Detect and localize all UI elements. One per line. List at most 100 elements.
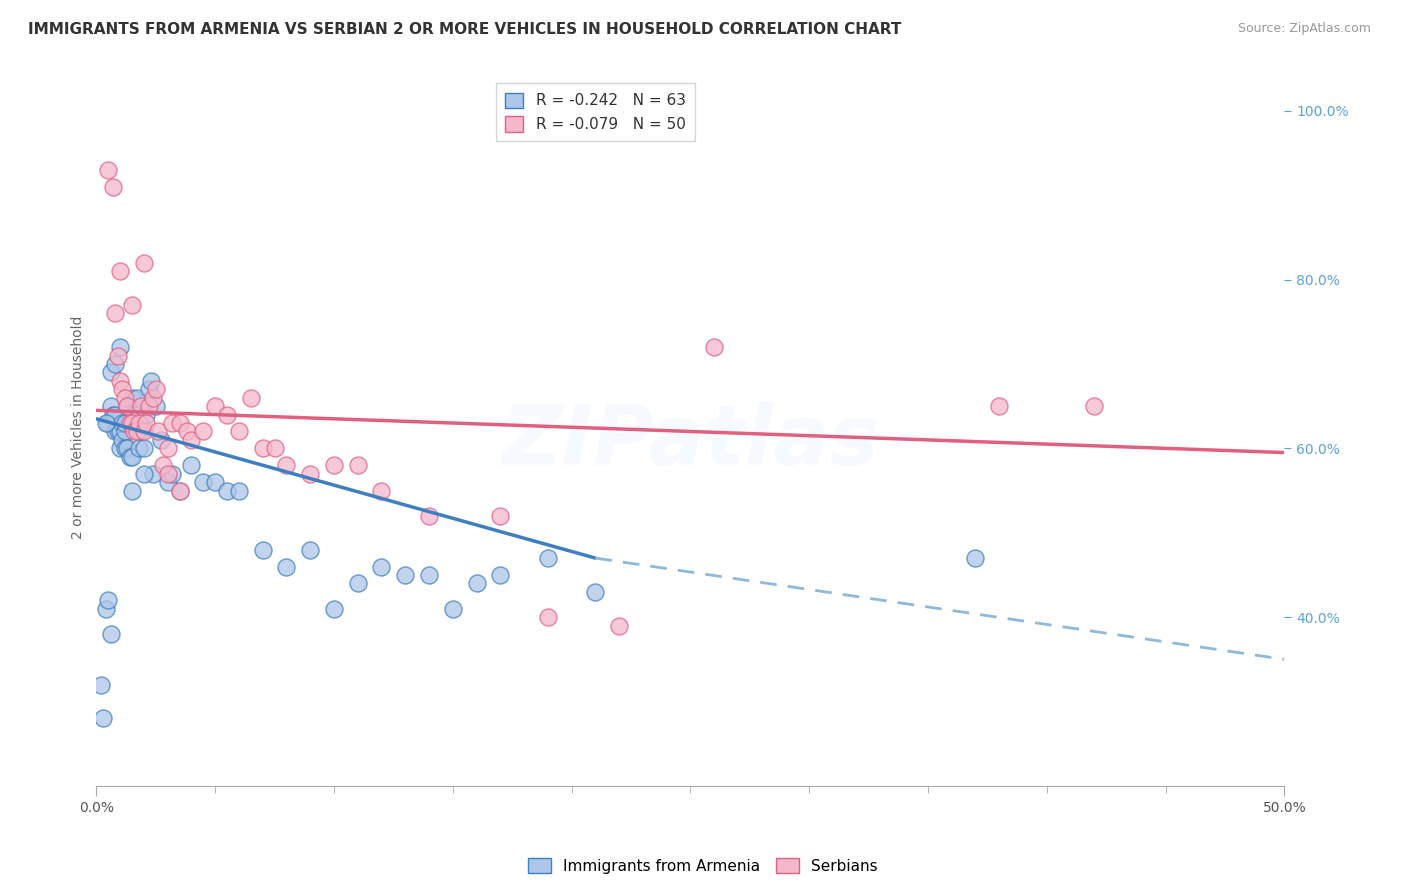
Point	[252, 542, 274, 557]
Point	[90, 678, 112, 692]
Point	[111, 433, 134, 447]
Point	[276, 458, 298, 473]
Point	[142, 467, 165, 481]
Point	[965, 551, 987, 566]
Point	[128, 416, 150, 430]
Point	[142, 391, 165, 405]
Point	[228, 483, 250, 498]
Point	[128, 442, 150, 456]
Point	[100, 365, 122, 379]
Point	[239, 391, 262, 405]
Point	[135, 408, 157, 422]
Point	[346, 458, 368, 473]
Point	[138, 382, 160, 396]
Point	[162, 467, 184, 481]
Point	[607, 618, 630, 632]
Legend: R = -0.242   N = 63, R = -0.079   N = 50: R = -0.242 N = 63, R = -0.079 N = 50	[496, 83, 695, 141]
Point	[180, 433, 202, 447]
Point	[111, 382, 134, 396]
Point	[100, 399, 122, 413]
Point	[156, 467, 179, 481]
Point	[111, 416, 134, 430]
Point	[132, 425, 155, 439]
Point	[346, 576, 368, 591]
Point	[121, 483, 143, 498]
Point	[1083, 399, 1105, 413]
Point	[131, 399, 153, 413]
Point	[263, 442, 285, 456]
Point	[215, 408, 238, 422]
Point	[489, 508, 512, 523]
Point	[988, 399, 1011, 413]
Point	[118, 450, 141, 464]
Point	[131, 425, 153, 439]
Point	[228, 425, 250, 439]
Point	[125, 425, 148, 439]
Legend: Immigrants from Armenia, Serbians: Immigrants from Armenia, Serbians	[522, 852, 884, 880]
Point	[394, 568, 416, 582]
Point	[252, 442, 274, 456]
Point	[193, 425, 215, 439]
Point	[114, 416, 136, 430]
Text: Source: ZipAtlas.com: Source: ZipAtlas.com	[1237, 22, 1371, 36]
Point	[93, 711, 115, 725]
Point	[108, 425, 131, 439]
Point	[323, 458, 346, 473]
Point	[370, 559, 392, 574]
Point	[703, 340, 725, 354]
Point	[97, 593, 120, 607]
Point	[94, 601, 117, 615]
Point	[97, 416, 120, 430]
Point	[114, 425, 136, 439]
Point	[146, 425, 169, 439]
Point	[152, 458, 174, 473]
Point	[162, 416, 184, 430]
Point	[101, 408, 124, 422]
Point	[104, 408, 127, 422]
Point	[114, 391, 136, 405]
Point	[107, 425, 129, 439]
Point	[215, 483, 238, 498]
Point	[169, 483, 191, 498]
Point	[124, 408, 146, 422]
Point	[370, 483, 392, 498]
Point	[204, 475, 226, 489]
Point	[121, 416, 143, 430]
Point	[114, 442, 136, 456]
Point	[465, 576, 488, 591]
Point	[193, 475, 215, 489]
Point	[138, 399, 160, 413]
Point	[108, 442, 131, 456]
Point	[149, 433, 172, 447]
Point	[135, 416, 157, 430]
Point	[115, 399, 138, 413]
Point	[537, 551, 560, 566]
Point	[94, 416, 117, 430]
Point	[139, 374, 162, 388]
Point	[489, 568, 512, 582]
Point	[299, 542, 322, 557]
Point	[180, 458, 202, 473]
Point	[104, 425, 127, 439]
Point	[156, 442, 179, 456]
Point	[132, 442, 155, 456]
Text: IMMIGRANTS FROM ARMENIA VS SERBIAN 2 OR MORE VEHICLES IN HOUSEHOLD CORRELATION C: IMMIGRANTS FROM ARMENIA VS SERBIAN 2 OR …	[28, 22, 901, 37]
Point	[204, 399, 226, 413]
Point	[121, 298, 143, 312]
Point	[537, 610, 560, 624]
Point	[108, 340, 131, 354]
Point	[299, 467, 322, 481]
Point	[583, 584, 606, 599]
Point	[132, 467, 155, 481]
Point	[441, 601, 464, 615]
Point	[115, 442, 138, 456]
Point	[97, 162, 120, 177]
Point	[101, 179, 124, 194]
Point	[108, 264, 131, 278]
Point	[145, 399, 167, 413]
Point	[108, 374, 131, 388]
Point	[125, 391, 148, 405]
Point	[104, 306, 127, 320]
Y-axis label: 2 or more Vehicles in Household: 2 or more Vehicles in Household	[72, 316, 86, 539]
Point	[276, 559, 298, 574]
